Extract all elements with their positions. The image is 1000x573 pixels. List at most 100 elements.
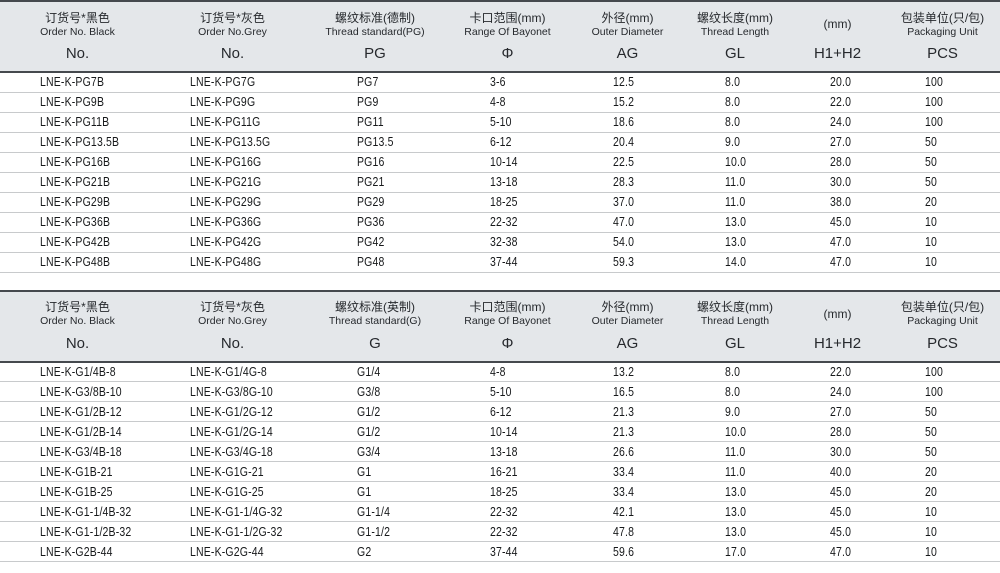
column-header-no-: 订货号*黑色 Order No. Black No.: [0, 0, 155, 73]
cell-value: 21.3: [613, 424, 635, 439]
table-cell: PG42: [310, 232, 440, 253]
table-cell: 59.3: [575, 252, 680, 273]
table-cell: LNE-K-PG11B: [0, 112, 155, 133]
cell-value: LNE-K-G1G-25: [190, 484, 264, 499]
table-row: LNE-K-G1/4B-8 LNE-K-G1/4G-8 G1/4 4-8 13.2 8.0…: [0, 361, 1000, 382]
table-cell: 10: [885, 232, 1000, 253]
header-label-cn: 订货号*灰色: [200, 300, 265, 314]
header-code: PG: [364, 45, 386, 62]
table-cell: 45.0: [790, 521, 885, 542]
table-cell: 10: [885, 212, 1000, 233]
table-cell: LNE-K-G1-1/2B-32: [0, 521, 155, 542]
cell-value: LNE-K-PG7G: [190, 75, 256, 90]
cell-value: LNE-K-G1-1/4B-32: [40, 504, 132, 519]
header-label-en: Order No. Black: [40, 25, 115, 38]
cell-value: LNE-K-PG13.5G: [190, 135, 271, 149]
header-title-block: 包装单位(只/包) Packaging Unit: [885, 9, 1000, 40]
table-cell: 50: [885, 152, 1000, 173]
header-label-cn: 螺纹长度(mm): [697, 10, 773, 25]
cell-value: 9.0: [725, 135, 741, 149]
table-cell: 10.0: [680, 152, 790, 173]
header-code: G: [369, 334, 381, 352]
table-row: LNE-K-G1B-25 LNE-K-G1G-25 G1 18-25 33.4 13.0 4…: [0, 481, 1000, 502]
cell-value: PG42: [357, 235, 385, 249]
cell-value: LNE-K-PG29B: [40, 195, 111, 209]
cell-value: 22-32: [490, 215, 518, 229]
table-cell: 22-32: [440, 212, 575, 233]
cell-value: 18-25: [490, 484, 518, 499]
cell-value: 10-14: [490, 155, 518, 169]
cell-value: 5-10: [490, 384, 512, 399]
header-code: GL: [724, 45, 745, 62]
cell-value: 16-21: [490, 464, 518, 479]
table-cell: LNE-K-PG11G: [155, 112, 310, 133]
cell-value: 20: [925, 464, 938, 479]
table-cell: 18-25: [440, 481, 575, 502]
cell-value: PG11: [357, 115, 384, 129]
column-header-no-: 订货号*灰色 Order No.Grey No.: [155, 289, 310, 363]
cell-value: G1/2: [357, 404, 381, 419]
table-cell: PG9: [310, 92, 440, 113]
cell-value: 50: [925, 135, 938, 149]
header-title-block: 订货号*黑色 Order No. Black: [0, 299, 155, 330]
header-label-en: Thread standard(G): [328, 315, 422, 327]
cell-value: G1/2: [357, 424, 381, 439]
cell-value: 11.0: [725, 195, 746, 209]
table-cell: LNE-K-PG9G: [155, 92, 310, 113]
cell-value: 27.0: [830, 135, 852, 149]
cell-value: 33.4: [613, 464, 635, 479]
cell-value: PG36: [357, 215, 385, 229]
table-cell: 4-8: [440, 361, 575, 382]
cell-value: 100: [925, 75, 944, 90]
cell-value: LNE-K-PG9B: [40, 95, 105, 109]
header-title-block: 订货号*灰色 Order No.Grey: [155, 9, 310, 40]
cell-value: 28.0: [830, 155, 852, 169]
cell-value: LNE-K-PG21B: [40, 175, 111, 189]
cell-value: 10-14: [490, 424, 518, 439]
header-label-en: Outer Diameter: [591, 315, 664, 327]
cell-value: 13.0: [725, 524, 747, 539]
cell-value: PG21: [357, 175, 385, 189]
table-row: LNE-K-G1/2B-14 LNE-K-G1/2G-14 G1/2 10-14 21.…: [0, 421, 1000, 442]
column-header--: 卡口范围(mm) Range Of Bayonet Φ: [440, 0, 575, 73]
table-cell: 47.0: [575, 212, 680, 233]
table-cell: 8.0: [680, 72, 790, 93]
table-cell: 14.0: [680, 252, 790, 273]
table-cell: PG36: [310, 212, 440, 233]
table-cell: 33.4: [575, 461, 680, 482]
cell-value: 50: [925, 155, 938, 169]
table-cell: LNE-K-PG42G: [155, 232, 310, 253]
table-cell: 13-18: [440, 441, 575, 462]
table-cell: 100: [885, 72, 1000, 93]
header-label-cn: 订货号*黑色: [45, 300, 110, 314]
table-cell: 50: [885, 172, 1000, 193]
table-cell: 18-25: [440, 192, 575, 213]
table-cell: LNE-K-PG9B: [0, 92, 155, 113]
cell-value: 13.2: [613, 364, 635, 379]
header-label-cn: 卡口范围(mm): [469, 10, 546, 25]
table-cell: 22.0: [790, 361, 885, 382]
header-label-cn: (mm): [823, 17, 852, 31]
table-cell: 100: [885, 361, 1000, 382]
table-cell: LNE-K-PG7G: [155, 72, 310, 93]
table-cell: PG48: [310, 252, 440, 273]
g-table-header: 订货号*黑色 Order No. Black No. 订货号*灰色 Order No.G…: [0, 289, 1000, 363]
cell-value: G1-1/2: [357, 524, 391, 539]
table-row: LNE-K-PG16B LNE-K-PG16G PG16 10-14 22.5 10.0 2…: [0, 152, 1000, 173]
cell-value: 9.0: [725, 404, 741, 419]
cell-value: 47.0: [830, 235, 852, 249]
table-row: LNE-K-G3/8B-10 LNE-K-G3/8G-10 G3/8 5-10 16.5…: [0, 381, 1000, 402]
table-cell: 50: [885, 401, 1000, 422]
table-cell: 24.0: [790, 112, 885, 133]
table-cell: LNE-K-G1-1/2G-32: [155, 521, 310, 542]
table-cell: 13-18: [440, 172, 575, 193]
table-cell: 45.0: [790, 481, 885, 502]
table-cell: 28.0: [790, 152, 885, 173]
table-cell: 20.0: [790, 72, 885, 93]
table-cell: 30.0: [790, 441, 885, 462]
header-code: No.: [65, 45, 90, 62]
column-header-pcs: 包装单位(只/包) Packaging Unit PCS: [885, 0, 1000, 73]
table-cell: 4-8: [440, 92, 575, 113]
cell-value: 100: [925, 384, 944, 399]
header-label-en: Packaging Unit: [907, 315, 978, 327]
